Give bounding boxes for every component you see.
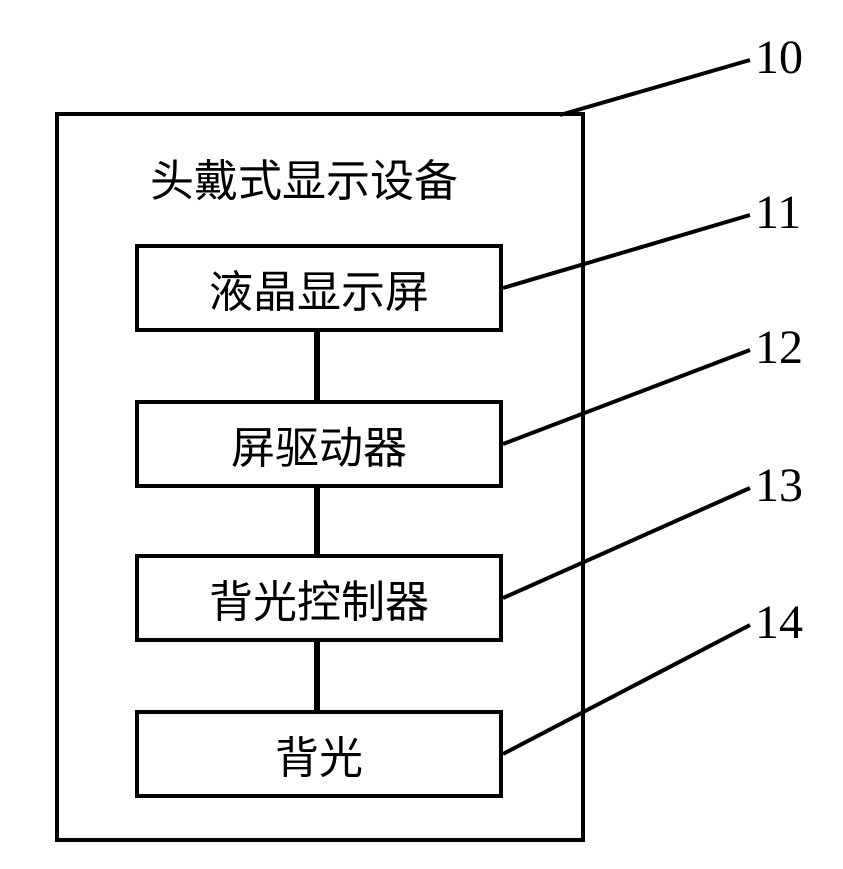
ref-label-11: 11 (755, 185, 801, 240)
ref-label-12: 12 (755, 320, 803, 375)
backlight-label: 背光 (275, 722, 363, 786)
connector-2 (314, 488, 320, 554)
connector-1 (314, 332, 320, 400)
ref-label-14: 14 (755, 595, 803, 650)
diagram-title: 头戴式显示设备 (150, 145, 458, 209)
ref-label-13: 13 (755, 458, 803, 513)
block-diagram: 头戴式显示设备 液晶显示屏 屏驱动器 背光控制器 背光 10 11 12 13 … (0, 0, 843, 869)
ref-label-10: 10 (755, 30, 803, 85)
lcd-box: 液晶显示屏 (135, 244, 503, 332)
lead-line-10 (560, 60, 750, 115)
driver-label: 屏驱动器 (231, 412, 407, 476)
backlight-ctrl-box: 背光控制器 (135, 554, 503, 642)
backlight-ctrl-label: 背光控制器 (209, 566, 429, 630)
lcd-label: 液晶显示屏 (209, 256, 429, 320)
backlight-box: 背光 (135, 710, 503, 798)
connector-3 (314, 642, 320, 710)
driver-box: 屏驱动器 (135, 400, 503, 488)
